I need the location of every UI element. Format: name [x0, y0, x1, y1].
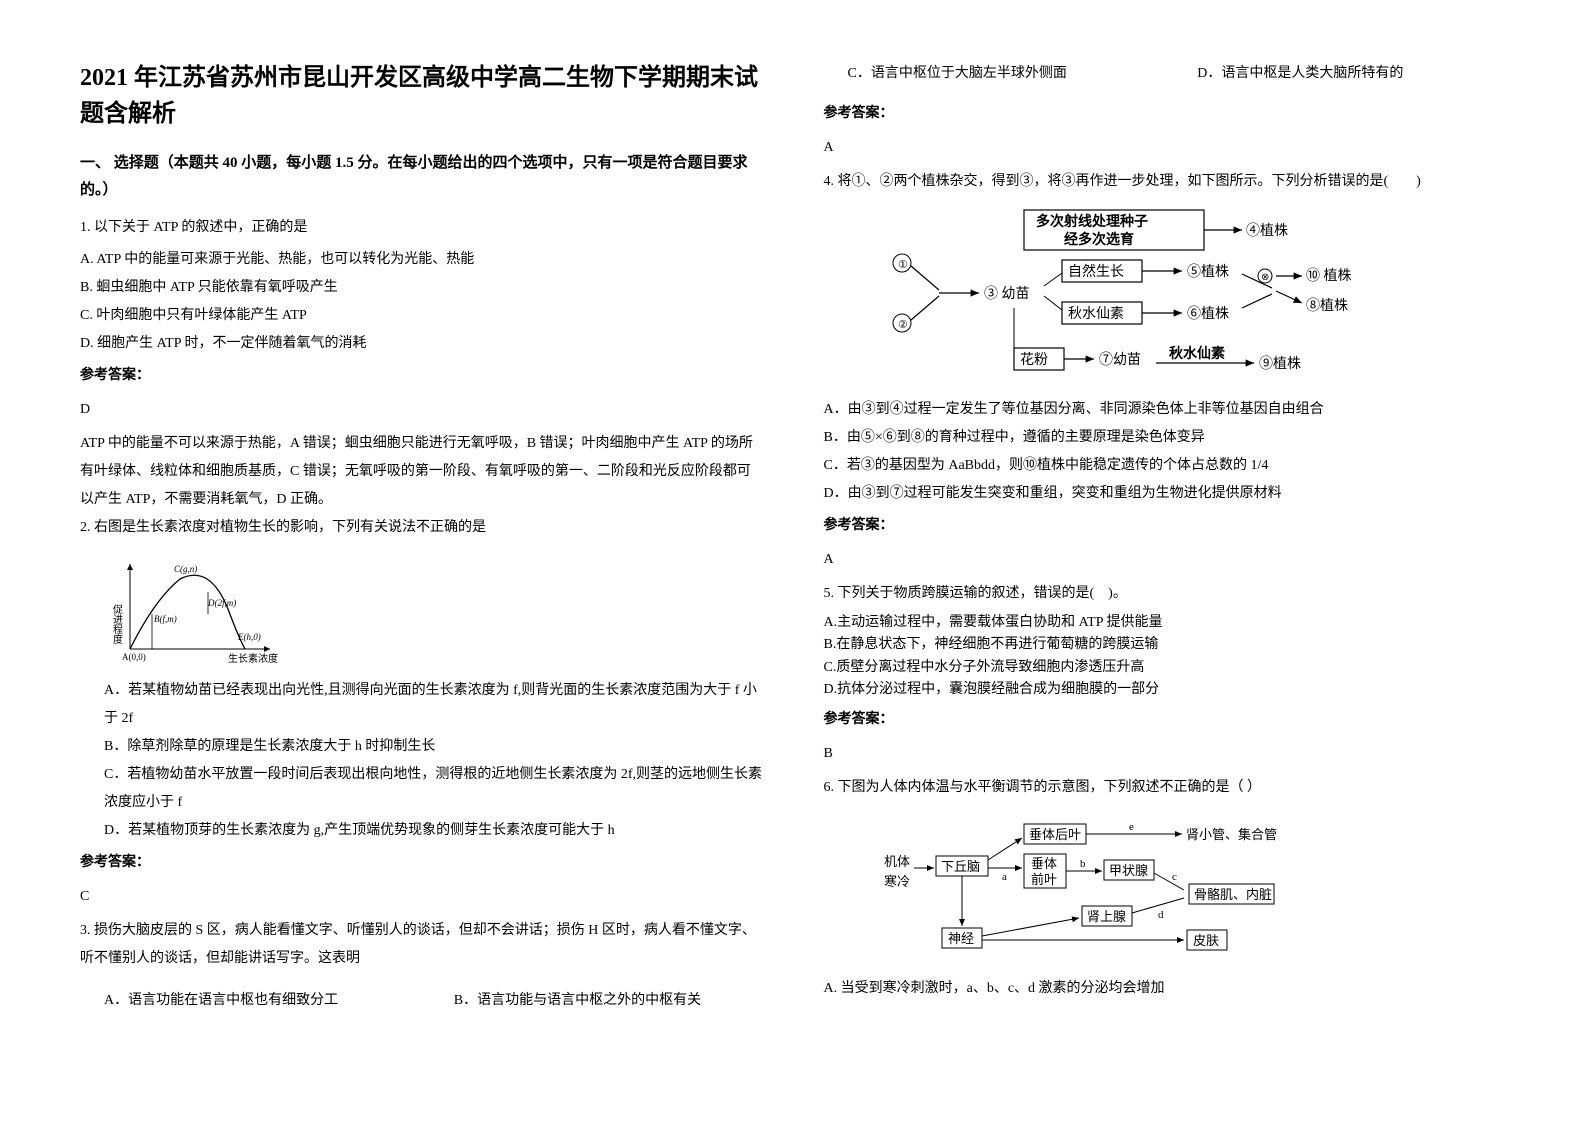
- q6-diagram: 机体 寒冷 下丘脑 垂体后叶 e 肾小管、集合管 a 垂体 前叶 b 甲状腺 c: [884, 818, 1508, 963]
- q4-ans: A: [824, 546, 1508, 574]
- svg-text:⑩ 植株: ⑩ 植株: [1306, 268, 1352, 284]
- q1-exp: ATP 中的能量不可以来源于热能，A 错误；蛔虫细胞只能进行无氧呼吸，B 错误；…: [80, 430, 764, 514]
- svg-text:骨骼肌、内脏: 骨骼肌、内脏: [1194, 887, 1272, 902]
- svg-text:皮肤: 皮肤: [1193, 933, 1219, 948]
- q4-opt-b: B．由⑤×⑥到⑧的育种过程中，遵循的主要原理是染色体变异: [824, 424, 1508, 452]
- svg-text:②: ②: [898, 319, 908, 331]
- q3-row2: C．语言中枢位于大脑左半球外侧面 D．语言中枢是人类大脑所特有的: [824, 60, 1508, 88]
- q2-ans: C: [80, 883, 764, 911]
- svg-text:⑦幼苗: ⑦幼苗: [1099, 352, 1141, 368]
- q1-opt-b: B. 蛔虫细胞中 ATP 只能依靠有氧呼吸产生: [80, 274, 764, 302]
- q3-stem: 3. 损伤大脑皮层的 S 区，病人能看懂文字、听懂别人的谈话，但却不会讲话；损伤…: [80, 917, 764, 973]
- svg-text:肾小管、集合管: 肾小管、集合管: [1186, 827, 1277, 842]
- right-column: C．语言中枢位于大脑左半球外侧面 D．语言中枢是人类大脑所特有的 参考答案： A…: [824, 60, 1508, 1082]
- q6-stem: 6. 下图为人体内体温与水平衡调节的示意图，下列叙述不正确的是（ ）: [824, 774, 1508, 802]
- svg-text:下丘脑: 下丘脑: [941, 859, 980, 874]
- q4-opt-d: D．由③到⑦过程可能发生突变和重组，突变和重组为生物进化提供原材料: [824, 480, 1508, 508]
- svg-text:c: c: [1172, 871, 1177, 883]
- q5-ans-label: 参考答案：: [824, 706, 1508, 734]
- q1-ans: D: [80, 396, 764, 424]
- q1-ans-label: 参考答案：: [80, 362, 764, 390]
- svg-text:生长素浓度: 生长素浓度: [228, 652, 278, 664]
- svg-text:C(g,n): C(g,n): [174, 564, 197, 574]
- svg-text:③ 幼苗: ③ 幼苗: [984, 286, 1030, 302]
- q1-opt-a: A. ATP 中的能量可来源于光能、热能，也可以转化为光能、热能: [80, 246, 764, 274]
- svg-text:秋水仙素: 秋水仙素: [1169, 345, 1225, 362]
- svg-text:垂体后叶: 垂体后叶: [1029, 827, 1081, 842]
- q5-opt-c: C.质壁分离过程中水分子外流导致细胞内渗透压升高: [824, 657, 1508, 679]
- svg-text:A(0,0): A(0,0): [122, 652, 146, 662]
- q3-row1: A．语言功能在语言中枢也有细致分工 B．语言功能与语言中枢之外的中枢有关: [80, 987, 764, 1015]
- q2-opt-c: C．若植物幼苗水平放置一段时间后表现出根向地性，测得根的近地侧生长素浓度为 2f…: [80, 761, 764, 817]
- svg-text:①: ①: [898, 259, 908, 271]
- svg-text:肾上腺: 肾上腺: [1087, 909, 1126, 924]
- q1-opt-d: D. 细胞产生 ATP 时，不一定伴随着氧气的消耗: [80, 330, 764, 358]
- q5-ans: B: [824, 740, 1508, 768]
- svg-text:d: d: [1158, 909, 1164, 921]
- svg-text:神经: 神经: [948, 931, 974, 946]
- q3-opt-b: B．语言功能与语言中枢之外的中枢有关: [454, 987, 764, 1015]
- svg-text:B(f,m): B(f,m): [154, 614, 177, 624]
- svg-text:甲状腺: 甲状腺: [1109, 863, 1148, 878]
- svg-text:e: e: [1129, 821, 1134, 833]
- q5-stem: 5. 下列关于物质跨膜运输的叙述，错误的是( )。: [824, 580, 1508, 608]
- svg-text:E(h,0): E(h,0): [237, 632, 261, 642]
- svg-text:⑨植株: ⑨植株: [1259, 356, 1301, 372]
- q2-opt-d: D．若某植物顶芽的生长素浓度为 g,产生顶端优势现象的侧芽生长素浓度可能大于 h: [80, 817, 764, 845]
- q1-stem: 1. 以下关于 ATP 的叙述中，正确的是: [80, 214, 764, 242]
- svg-text:前叶: 前叶: [1031, 872, 1057, 887]
- q3-ans-label: 参考答案：: [824, 100, 1508, 128]
- q5-opt-a: A.主动运输过程中，需要载体蛋白协助和 ATP 提供能量: [824, 612, 1508, 634]
- q2-opt-a: A．若某植物幼苗已经表现出向光性,且测得向光面的生长素浓度为 f,则背光面的生长…: [80, 677, 764, 733]
- q2-opt-b: B．除草剂除草的原理是生长素浓度大于 h 时抑制生长: [80, 733, 764, 761]
- svg-text:⑤植株: ⑤植株: [1187, 264, 1229, 280]
- svg-text:秋水仙素: 秋水仙素: [1068, 306, 1124, 322]
- left-column: 2021 年江苏省苏州市昆山开发区高级中学高二生物下学期期末试题含解析 一、 选…: [80, 60, 764, 1082]
- q4-stem: 4. 将①、②两个植株杂交，得到③，将③再作进一步处理，如下图所示。下列分析错误…: [824, 168, 1508, 196]
- svg-text:⊗: ⊗: [1261, 272, 1269, 283]
- svg-text:D(2f,m): D(2f,m): [207, 598, 236, 608]
- q3-opt-d: D．语言中枢是人类大脑所特有的: [1197, 60, 1507, 88]
- q2-ans-label: 参考答案：: [80, 849, 764, 877]
- q4-ans-label: 参考答案：: [824, 512, 1508, 540]
- q5-opt-d: D.抗体分泌过程中，囊泡膜经融合成为细胞膜的一部分: [824, 679, 1508, 701]
- q4-opt-a: A．由③到④过程一定发生了等位基因分离、非同源染色体上非等位基因自由组合: [824, 396, 1508, 424]
- q6-opt-a: A. 当受到寒冷刺激时，a、b、c、d 激素的分泌均会增加: [824, 975, 1508, 1003]
- q4-diagram: 多次射线处理种子 经多次选育 ④植株 ① ② ③ 幼苗 自然生长 ⑤植株 秋水仙…: [884, 208, 1508, 388]
- svg-text:④植株: ④植株: [1246, 223, 1288, 239]
- q2-stem: 2. 右图是生长素浓度对植物生长的影响，下列有关说法不正确的是: [80, 514, 764, 542]
- q5-opt-b: B.在静息状态下，神经细胞不再进行葡萄糖的跨膜运输: [824, 634, 1508, 656]
- q1-opt-c: C. 叶肉细胞中只有叶绿体能产生 ATP: [80, 302, 764, 330]
- svg-text:b: b: [1080, 858, 1086, 870]
- svg-text:经多次选育: 经多次选育: [1064, 231, 1134, 248]
- q3-opt-a: A．语言功能在语言中枢也有细致分工: [104, 987, 414, 1015]
- svg-text:多次射线处理种子: 多次射线处理种子: [1036, 213, 1148, 230]
- exam-title: 2021 年江苏省苏州市昆山开发区高级中学高二生物下学期期末试题含解析: [80, 60, 764, 132]
- q2-chart: 促进程度 生长素浓度 A(0,0) B(f,m) C(g,n) D(2f,m) …: [110, 554, 764, 669]
- svg-text:自然生长: 自然生长: [1068, 263, 1124, 280]
- section-1-head: 一、 选择题（本题共 40 小题，每小题 1.5 分。在每小题给出的四个选项中，…: [80, 150, 764, 204]
- svg-text:⑥植株: ⑥植株: [1187, 306, 1229, 322]
- svg-text:机体: 机体: [884, 854, 910, 869]
- svg-text:寒冷: 寒冷: [884, 874, 910, 889]
- svg-text:花粉: 花粉: [1020, 352, 1048, 368]
- q3-ans: A: [824, 134, 1508, 162]
- svg-text:a: a: [1002, 871, 1007, 883]
- q3-opt-c: C．语言中枢位于大脑左半球外侧面: [848, 60, 1158, 88]
- svg-text:⑧植株: ⑧植株: [1306, 298, 1348, 314]
- q4-opt-c: C．若③的基因型为 AaBbdd，则⑩植株中能稳定遗传的个体占总数的 1/4: [824, 452, 1508, 480]
- svg-text:垂体: 垂体: [1031, 856, 1057, 871]
- svg-text:促进程度: 促进程度: [111, 603, 123, 645]
